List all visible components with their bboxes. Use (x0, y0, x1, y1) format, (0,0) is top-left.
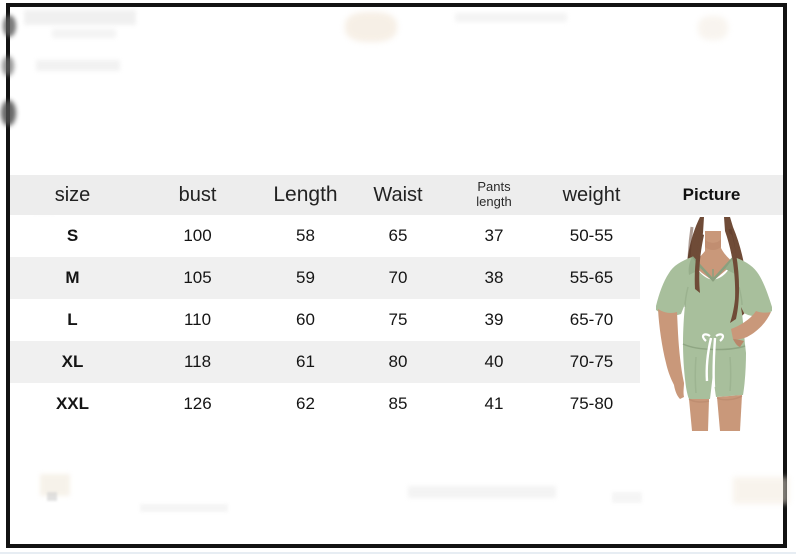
header-length: Length (273, 183, 338, 206)
length-value: 59 (296, 268, 315, 287)
waist-value: 75 (388, 310, 408, 329)
table-header-row: size bust Length Waist Pants length weig… (10, 175, 783, 215)
pants-length-value: 38 (484, 268, 504, 287)
length-value: 61 (296, 352, 315, 371)
table-row-xxl: XXL 126 62 85 41 75-80 (10, 383, 640, 425)
weight-value: 70-75 (569, 352, 614, 371)
header-picture: Picture (682, 185, 741, 204)
weight-value: 50-55 (569, 226, 614, 245)
bust-value: 110 (183, 310, 212, 329)
length-value: 60 (296, 310, 315, 329)
table-row-xl: XL 118 61 80 40 70-75 (10, 341, 640, 383)
bust-value: 126 (183, 394, 212, 413)
waist-value: 85 (388, 394, 408, 413)
waist-value: 70 (388, 268, 408, 287)
size-value: M (65, 268, 80, 287)
image-border-frame (6, 3, 787, 548)
size-value: L (67, 310, 78, 329)
bust-value: 100 (183, 226, 212, 245)
size-value: XXL (55, 394, 90, 413)
header-pants-length-label: Pants length (476, 179, 512, 209)
pants-length-value: 41 (484, 394, 504, 413)
weight-value: 65-70 (569, 310, 614, 329)
bust-value: 118 (183, 352, 212, 371)
weight-value: 55-65 (569, 268, 614, 287)
product-photo (640, 217, 783, 431)
size-chart-table: size bust Length Waist Pants length weig… (10, 175, 783, 425)
bust-value: 105 (183, 268, 212, 287)
waist-value: 80 (388, 352, 408, 371)
bottom-edge-line (0, 552, 796, 554)
model-illustration (640, 217, 783, 431)
header-bust: bust (178, 183, 217, 206)
length-value: 62 (296, 394, 315, 413)
header-waist: Waist (373, 183, 423, 206)
waist-value: 65 (388, 226, 408, 245)
size-value: XL (61, 352, 84, 371)
size-value: S (66, 226, 79, 245)
length-value: 58 (296, 226, 315, 245)
table-row-s: S 100 58 65 37 50-55 (10, 215, 640, 257)
table-row-m: M 105 59 70 38 55-65 (10, 257, 640, 299)
table-row-l: L 110 60 75 39 65-70 (10, 299, 640, 341)
header-pants-length: Pants length (445, 175, 543, 215)
header-size: size (54, 183, 91, 206)
pants-length-value: 39 (484, 310, 504, 329)
pants-length-value: 37 (484, 226, 504, 245)
header-weight: weight (562, 183, 621, 206)
weight-value: 75-80 (569, 394, 614, 413)
pants-length-value: 40 (484, 352, 504, 371)
